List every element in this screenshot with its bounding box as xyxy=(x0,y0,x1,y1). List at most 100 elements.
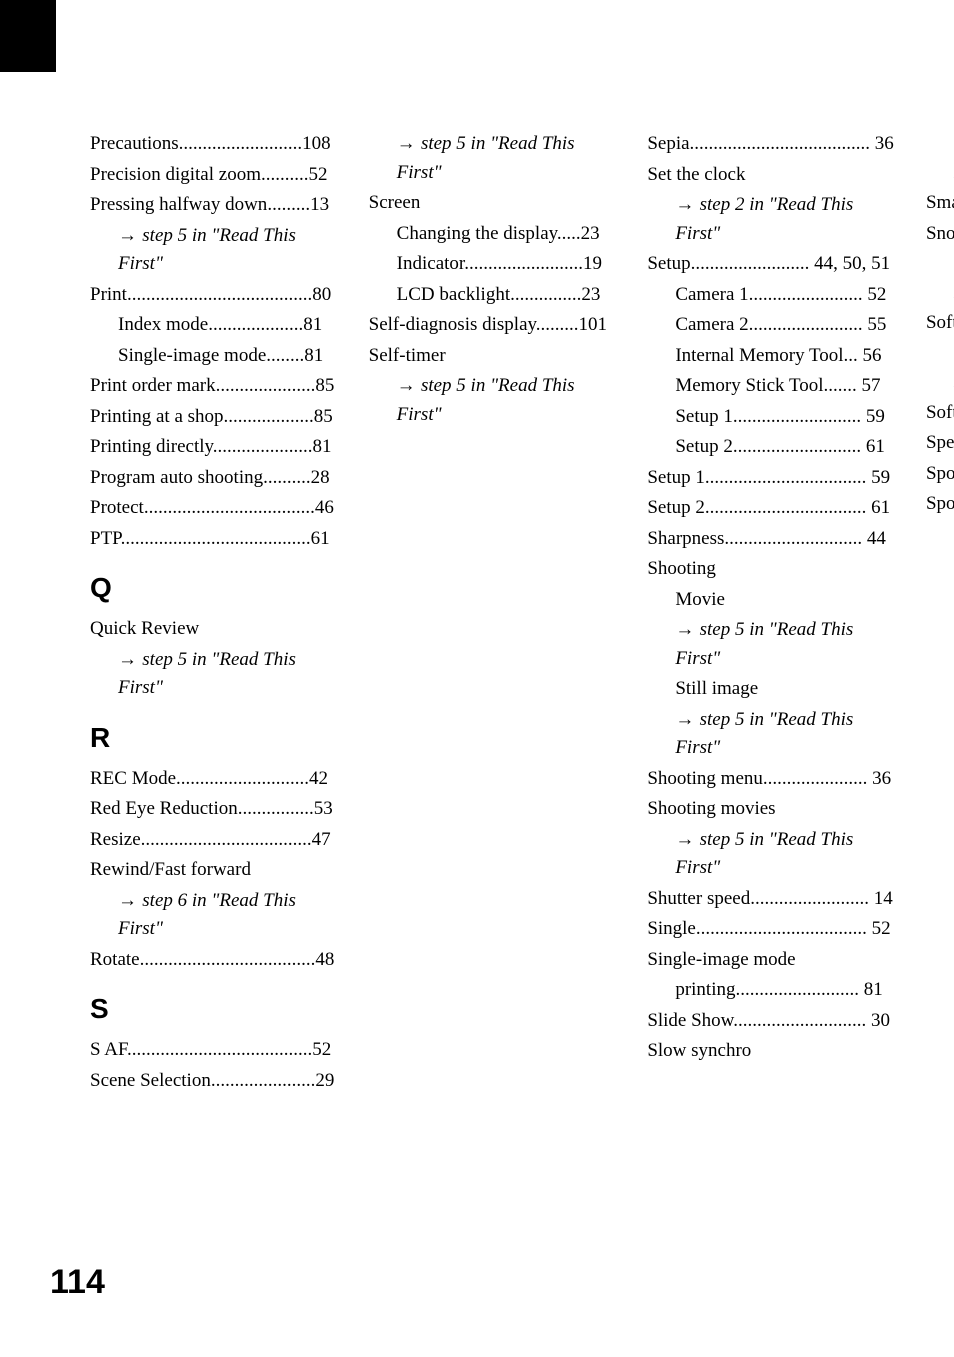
index-label: Memory Stick Tool xyxy=(675,375,823,396)
index-entry: PTP.....................................… xyxy=(90,525,337,554)
index-line: Self-diagnosis display.........101 xyxy=(369,311,616,340)
page-number: 114 xyxy=(50,1263,105,1302)
leader-dots: .................................. xyxy=(705,497,867,518)
crossref-text-cont: First" xyxy=(369,401,616,430)
index-entry: → step 5 in "Read ThisFirst" xyxy=(647,706,894,763)
page-ref: 44 xyxy=(862,528,886,549)
arrow-icon: → xyxy=(118,890,142,911)
index-label: Shooting xyxy=(647,555,894,584)
index-label: Protect xyxy=(90,497,144,518)
index-entry: Software.................... 65, 73, 77 xyxy=(926,399,954,428)
index-label: Snow mode xyxy=(926,220,954,249)
index-label: Rotate xyxy=(90,949,140,970)
index-line: Precautions..........................108 xyxy=(90,130,337,159)
index-entry: Printing at a shop...................85 xyxy=(90,403,337,432)
index-entry: Shooting menu...................... 36 xyxy=(647,765,894,794)
index-line: Single..................................… xyxy=(647,915,894,944)
index-entry: → step 2 in "Read ThisFirst" xyxy=(647,191,894,248)
index-entry: Print...................................… xyxy=(90,281,337,310)
index-entry: → step 5 in "Read ThisFirst" xyxy=(926,130,954,187)
leader-dots: ......................... xyxy=(691,253,810,274)
index-line: Software.................... 65, 73, 77 xyxy=(926,399,954,428)
index-label: Quick Review xyxy=(90,615,337,644)
index-entry: Shooting xyxy=(647,555,894,584)
index-entry: Single..................................… xyxy=(647,915,894,944)
section-heading: S xyxy=(90,988,337,1030)
index-crossref: → step 5 in "Read This xyxy=(926,340,954,369)
index-line: Changing the display.....23 xyxy=(369,220,616,249)
page-ref: 29 xyxy=(315,1070,334,1091)
index-label: Internal Memory Tool xyxy=(675,345,843,366)
crossref-text-cont: First" xyxy=(90,250,337,279)
index-entry: Slide Show............................ 3… xyxy=(647,1007,894,1036)
index-entry: Program auto shooting..........28 xyxy=(90,464,337,493)
crossref-text: step 5 in "Read This xyxy=(142,649,296,670)
page-ref: 46 xyxy=(315,497,334,518)
leader-dots: ............................ xyxy=(733,1010,866,1031)
page-ref: 81 xyxy=(313,436,332,457)
index-label: Self-diagnosis display xyxy=(369,314,536,335)
leader-dots: ................ xyxy=(238,798,314,819)
index-entry: Single-image mode xyxy=(647,946,894,975)
index-entry: Precision digital zoom..........52 xyxy=(90,161,337,190)
index-line: Print order mark.....................85 xyxy=(90,372,337,401)
index-entry: Changing the display.....23 xyxy=(369,220,616,249)
index-label: Program auto shooting xyxy=(90,467,263,488)
arrow-icon: → xyxy=(675,619,699,640)
index-entry: Setup......................... 44, 50, 5… xyxy=(647,250,894,279)
index-label: Still image xyxy=(647,675,894,704)
index-entry: Quick Review xyxy=(90,615,337,644)
index-entry: Setup 2........................... 61 xyxy=(647,433,894,462)
index-label: Specifications xyxy=(926,432,954,453)
index-entry: → step 5 in "Read ThisFirst" xyxy=(647,616,894,673)
index-entry: Self-timer xyxy=(369,342,616,371)
index-entry: S xyxy=(90,988,337,1030)
crossref-text: step 5 in "Read This xyxy=(421,375,575,396)
index-crossref: → step 5 in "Read This xyxy=(90,646,337,675)
index-entry: Shutter speed......................... 1… xyxy=(647,885,894,914)
leader-dots: .................................... xyxy=(144,497,315,518)
index-entry: → step 5 in "Read ThisFirst" xyxy=(90,646,337,703)
index-entry: Q xyxy=(90,567,337,609)
page-ref: 59 xyxy=(861,406,885,427)
index-label: Print order mark xyxy=(90,375,216,396)
index-label: REC Mode xyxy=(90,768,176,789)
section-heading: R xyxy=(90,717,337,759)
index-line: Rotate..................................… xyxy=(90,946,337,975)
leader-dots: ....... xyxy=(824,375,857,396)
page-ref: 36 xyxy=(870,133,894,154)
index-label: Shooting menu xyxy=(647,768,763,789)
index-entry: Still image xyxy=(647,675,894,704)
leader-dots: ..................... xyxy=(216,375,316,396)
index-line: Smart zoom........................... 52 xyxy=(926,189,954,218)
index-line: Program auto shooting..........28 xyxy=(90,464,337,493)
index-crossref: → step 5 in "Read This xyxy=(926,250,954,279)
page-ref: 14 xyxy=(869,888,893,909)
leader-dots: ........................... xyxy=(733,406,861,427)
index-label: Red Eye Reduction xyxy=(90,798,238,819)
index-label: Software xyxy=(926,402,954,423)
index-line: printing.......................... 81 xyxy=(647,976,894,1005)
index-label: Camera 1 xyxy=(675,284,748,305)
index-label: Slow synchro xyxy=(647,1037,894,1066)
index-entry: Set the clock xyxy=(647,161,894,190)
index-label: Movie xyxy=(647,586,894,615)
index-entry: Rewind/Fast forward xyxy=(90,856,337,885)
index-entry: Memory Stick Tool....... 57 xyxy=(647,372,894,401)
index-entry: → step 5 in "Read ThisFirst" xyxy=(926,250,954,307)
leader-dots: .................................... xyxy=(696,918,867,939)
index-content: Precautions..........................108… xyxy=(0,0,954,1120)
index-label: Camera 2 xyxy=(675,314,748,335)
page-ref: 52 xyxy=(867,918,891,939)
page-ref: 61 xyxy=(866,497,890,518)
index-label: Single xyxy=(647,918,696,939)
index-label: Soft snap mode xyxy=(926,309,954,338)
index-entry: Setup 1........................... 59 xyxy=(647,403,894,432)
index-crossref: → step 5 in "Read This xyxy=(647,826,894,855)
page-ref: 52 xyxy=(312,1039,331,1060)
index-crossref: → step 5 in "Read This xyxy=(647,616,894,645)
index-label: Smart zoom xyxy=(926,192,954,213)
index-entry: Self-diagnosis display.........101 xyxy=(369,311,616,340)
index-label: PTP xyxy=(90,528,121,549)
leader-dots: .................................. xyxy=(705,467,867,488)
